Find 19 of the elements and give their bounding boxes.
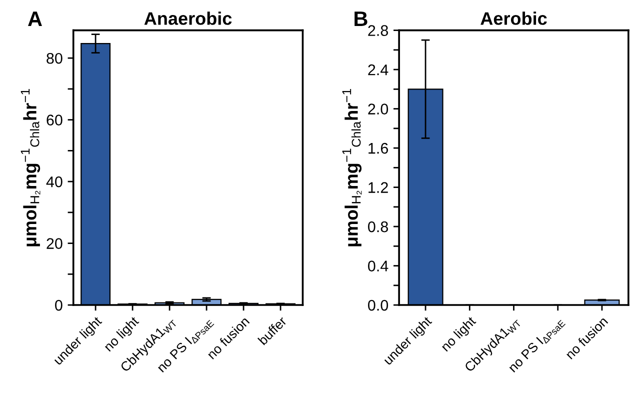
y-tick-label: 1.2 <box>368 182 388 193</box>
y-tick-label: 0.8 <box>368 221 388 232</box>
chart-title: Aerobic <box>480 12 547 25</box>
y-tick-label: 40 <box>46 176 62 188</box>
y-tick-label: 80 <box>46 52 62 64</box>
text: 0.0 <box>368 300 388 311</box>
y-tick-label: 0 <box>55 300 62 311</box>
y-tick-label: 2.8 <box>368 25 388 36</box>
text: A <box>28 12 42 26</box>
y-tick-label: 1.6 <box>368 142 388 154</box>
text: B <box>354 12 368 26</box>
y-axis-title: μmol$_{H₂}$mg$^{−1}$$_{Chla}$hr$^{−1}$ <box>342 88 362 246</box>
y-tick-label: 20 <box>46 238 62 249</box>
y-tick-label: 0.4 <box>368 260 388 272</box>
y-axis-title: μmol$_{H₂}$mg$^{−1}$$_{Chla}$hr$^{−1}$ <box>20 88 40 246</box>
y-tick-label: 60 <box>46 114 62 126</box>
y-tick-label: 2.4 <box>368 64 388 76</box>
y-tick-label: 2.0 <box>368 104 388 114</box>
chart-title: Anaerobic <box>144 12 232 25</box>
